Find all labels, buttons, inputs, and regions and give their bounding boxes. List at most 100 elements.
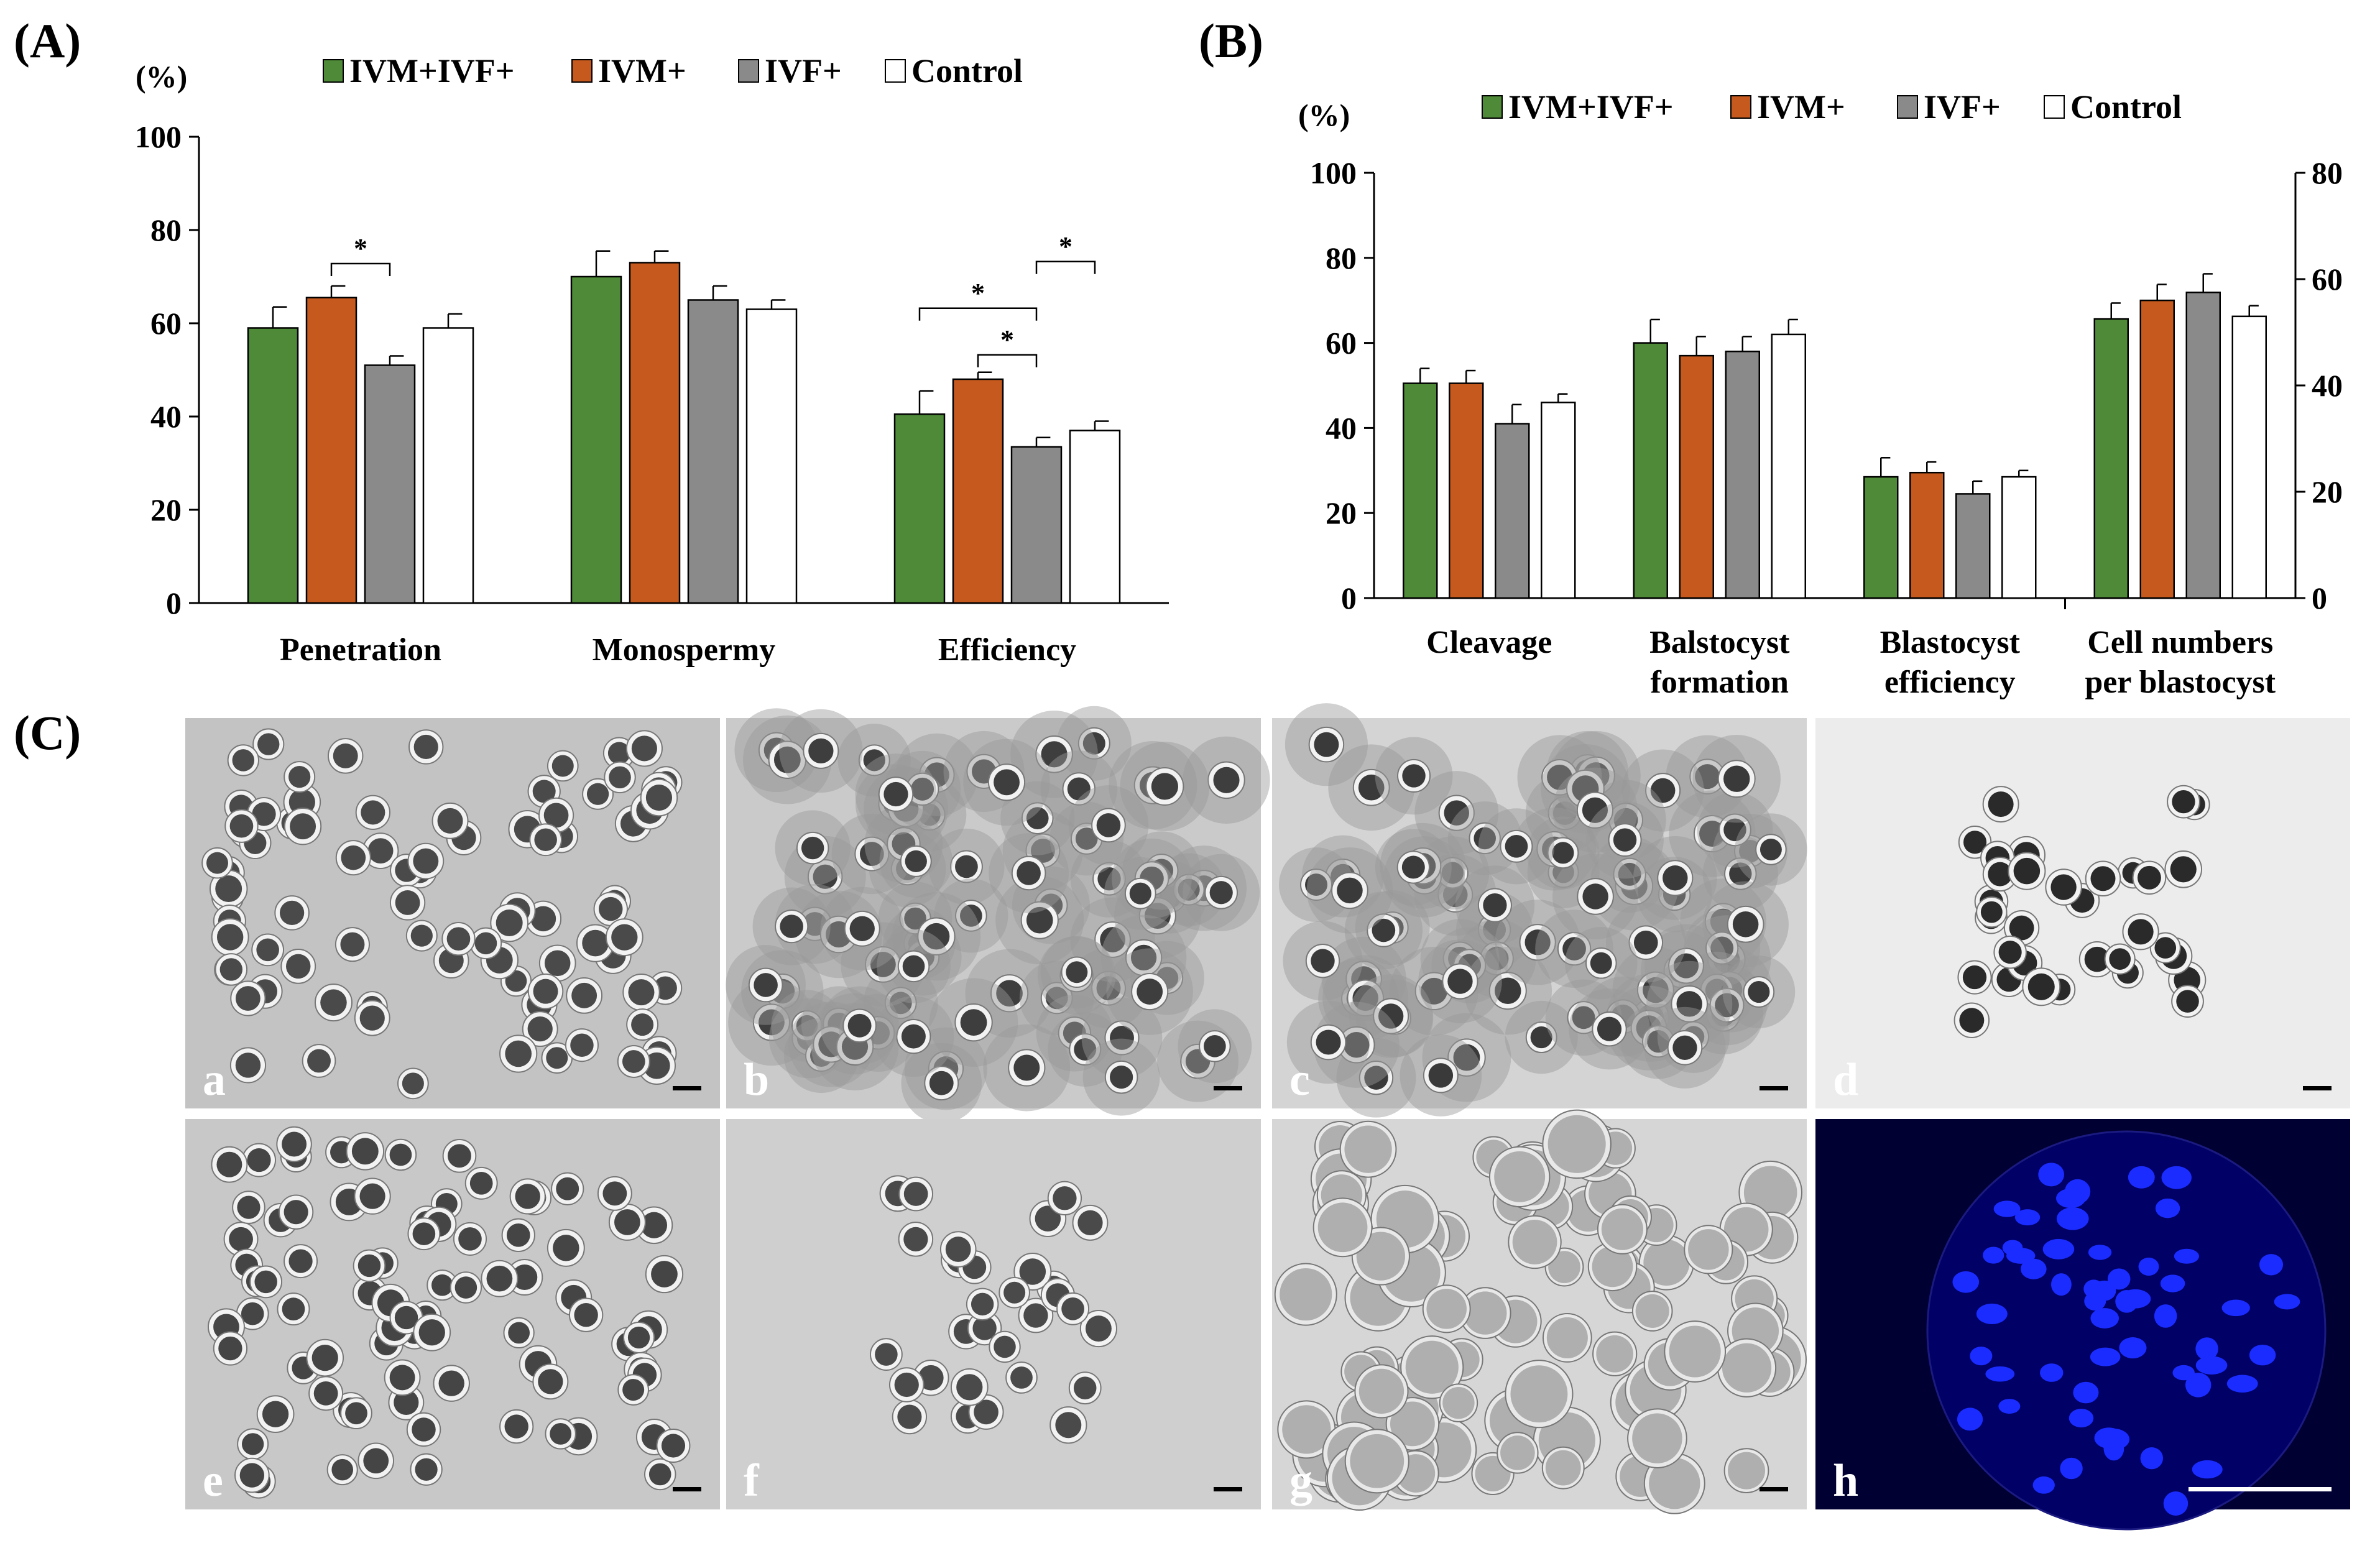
ooplasm [2128,919,2154,945]
nucleus [2088,1245,2112,1260]
ooplasm [237,1195,261,1219]
bar [305,297,357,604]
ooplasm [905,850,927,872]
bar [1633,342,1668,599]
x-tick-label: Monospermy [593,632,776,668]
y-tick-label: 0 [166,586,182,620]
ooplasm [1572,1006,1595,1029]
ooplasm [904,907,926,930]
nucleus [1952,1271,1980,1293]
ooplasm [1710,936,1734,960]
ooplasm [1447,969,1473,994]
ooplasm [1647,1030,1670,1053]
ooplasm [331,1458,354,1481]
nucleus [2115,1290,2138,1313]
ooplasm [971,1292,994,1316]
nucleus [2195,1356,2228,1375]
ooplasm [1727,1452,1766,1490]
ooplasm [1643,977,1669,1003]
legend-label-2: IVF+ [1924,88,2001,126]
micrograph-letter-g: g [1289,1455,1312,1506]
ooplasm [1350,1434,1404,1488]
ooplasm [1453,1044,1480,1071]
ooplasm [340,932,365,957]
ooplasm [515,1184,540,1209]
ooplasm [1442,882,1468,908]
ooplasm [1988,791,2014,818]
ooplasm [469,1171,493,1195]
scale-bar [2189,1487,2332,1491]
ooplasm [1097,867,1121,891]
bar [1010,446,1063,604]
ooplasm [627,1326,650,1349]
bar [422,327,474,604]
ooplasm [256,938,279,962]
ooplasm [1130,944,1157,971]
ooplasm [628,979,655,1006]
ooplasm [1613,828,1637,852]
y-tick-label: 20 [1326,495,1357,530]
nucleus [2195,1337,2218,1361]
ooplasm [486,1265,513,1292]
nucleus [2069,1409,2094,1428]
ooplasm [418,1319,445,1346]
ooplasm [994,769,1020,796]
ooplasm [1723,818,1746,842]
ooplasm [307,1049,331,1073]
ooplasm [333,743,358,768]
scale-bar [673,1487,701,1491]
ooplasm [402,1072,424,1095]
nucleus [2060,1457,2083,1480]
y-tick-label: 80 [150,213,182,247]
ooplasm [410,924,433,947]
ooplasm [1204,1035,1226,1057]
chart-b-plot: 0 20 40 60 80 100 0 20 40 60 80 Cleavage Balstocyst f… [1310,155,2343,700]
ooplasm [929,1071,954,1095]
bar [2001,476,2037,599]
bar [1541,402,1576,599]
oocyte [1312,1197,1373,1258]
ooplasm [551,755,574,777]
ooplasm [1546,1317,1588,1358]
nucleus [1957,1407,1983,1431]
ooplasm [1444,800,1470,826]
nucleus [1983,1246,2004,1264]
ooplasm [1372,918,1396,942]
ooplasm [863,749,885,771]
nucleus [2056,1188,2086,1209]
ooplasm [2176,990,2199,1013]
ooplasm [902,955,925,978]
ooplasm [643,1052,670,1079]
ooplasm [1596,1335,1634,1373]
ooplasm [506,1223,530,1247]
ooplasm [903,1182,928,1206]
ooplasm [759,1009,785,1036]
ooplasm [1352,985,1378,1011]
significance-marker: * [971,278,985,308]
significance-bracket [1035,260,1096,274]
ooplasm [412,1222,436,1246]
ooplasm [1013,1054,1040,1081]
ooplasm [357,1254,381,1278]
ooplasm [1485,946,1509,970]
bar [687,299,739,604]
ooplasm [1082,732,1105,755]
ooplasm [1483,893,1507,918]
ooplasm [413,734,438,760]
micrograph-h: h [1815,1119,2350,1531]
nucleus [2042,1238,2075,1260]
ooplasm [505,1040,532,1067]
ooplasm [1045,987,1068,1010]
y-tick-label: 60 [1326,326,1357,361]
ooplasm [1017,861,1041,885]
ooplasm [534,828,557,852]
ooplasm [1530,1026,1552,1049]
ooplasm [1067,777,1091,801]
ooplasm [661,1434,686,1458]
ooplasm [1988,862,2013,887]
ooplasm [1650,778,1676,803]
y-tick-label: 40 [150,399,182,434]
ooplasm [808,738,834,764]
ooplasm [1494,1151,1546,1202]
